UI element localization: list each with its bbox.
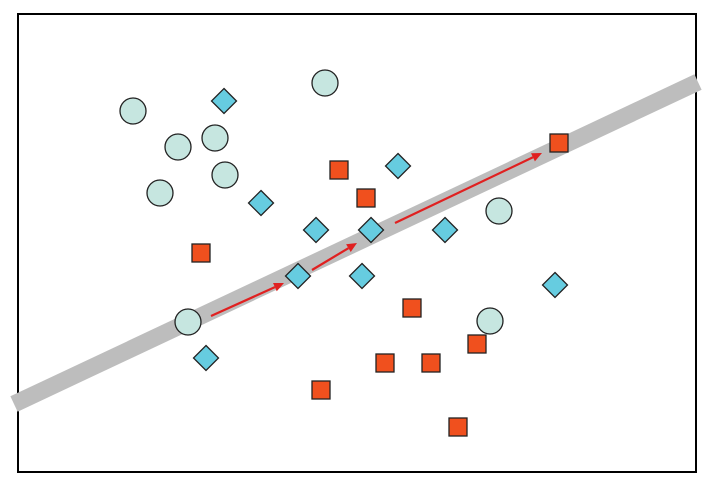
diamond-icon [384, 152, 412, 180]
circle-icon [201, 124, 229, 152]
arrow-shaft [394, 156, 534, 224]
diamond-icon [357, 216, 385, 244]
square-icon [311, 380, 331, 400]
circle-icon [476, 307, 504, 335]
red-arrow [210, 283, 284, 318]
square-icon [329, 160, 349, 180]
circle-icon [311, 69, 339, 97]
arrow-head [273, 283, 284, 292]
square-icon [375, 353, 395, 373]
red-arrow [311, 243, 357, 271]
square-icon [191, 243, 211, 263]
diamond-icon [302, 216, 330, 244]
arrow-shaft [210, 286, 276, 318]
circle-icon [174, 308, 202, 336]
arrow-head [346, 243, 357, 253]
projection-band [10, 74, 702, 412]
circle-icon [485, 197, 513, 225]
diamond-icon [348, 262, 376, 290]
diamond-icon [284, 262, 312, 290]
circle-icon [119, 97, 147, 125]
square-icon [402, 298, 422, 318]
diamond-icon [210, 87, 238, 115]
arrow-shaft [311, 247, 349, 271]
diamond-icon [247, 189, 275, 217]
square-icon [549, 133, 569, 153]
red-arrow [394, 153, 542, 224]
square-icon [356, 188, 376, 208]
diamond-icon [192, 344, 220, 372]
circle-icon [164, 133, 192, 161]
square-icon [421, 353, 441, 373]
diamond-icon [431, 216, 459, 244]
square-icon [448, 417, 468, 437]
square-icon [467, 334, 487, 354]
arrow-head [531, 153, 542, 162]
circle-icon [211, 161, 239, 189]
circle-icon [146, 179, 174, 207]
diamond-icon [541, 271, 569, 299]
